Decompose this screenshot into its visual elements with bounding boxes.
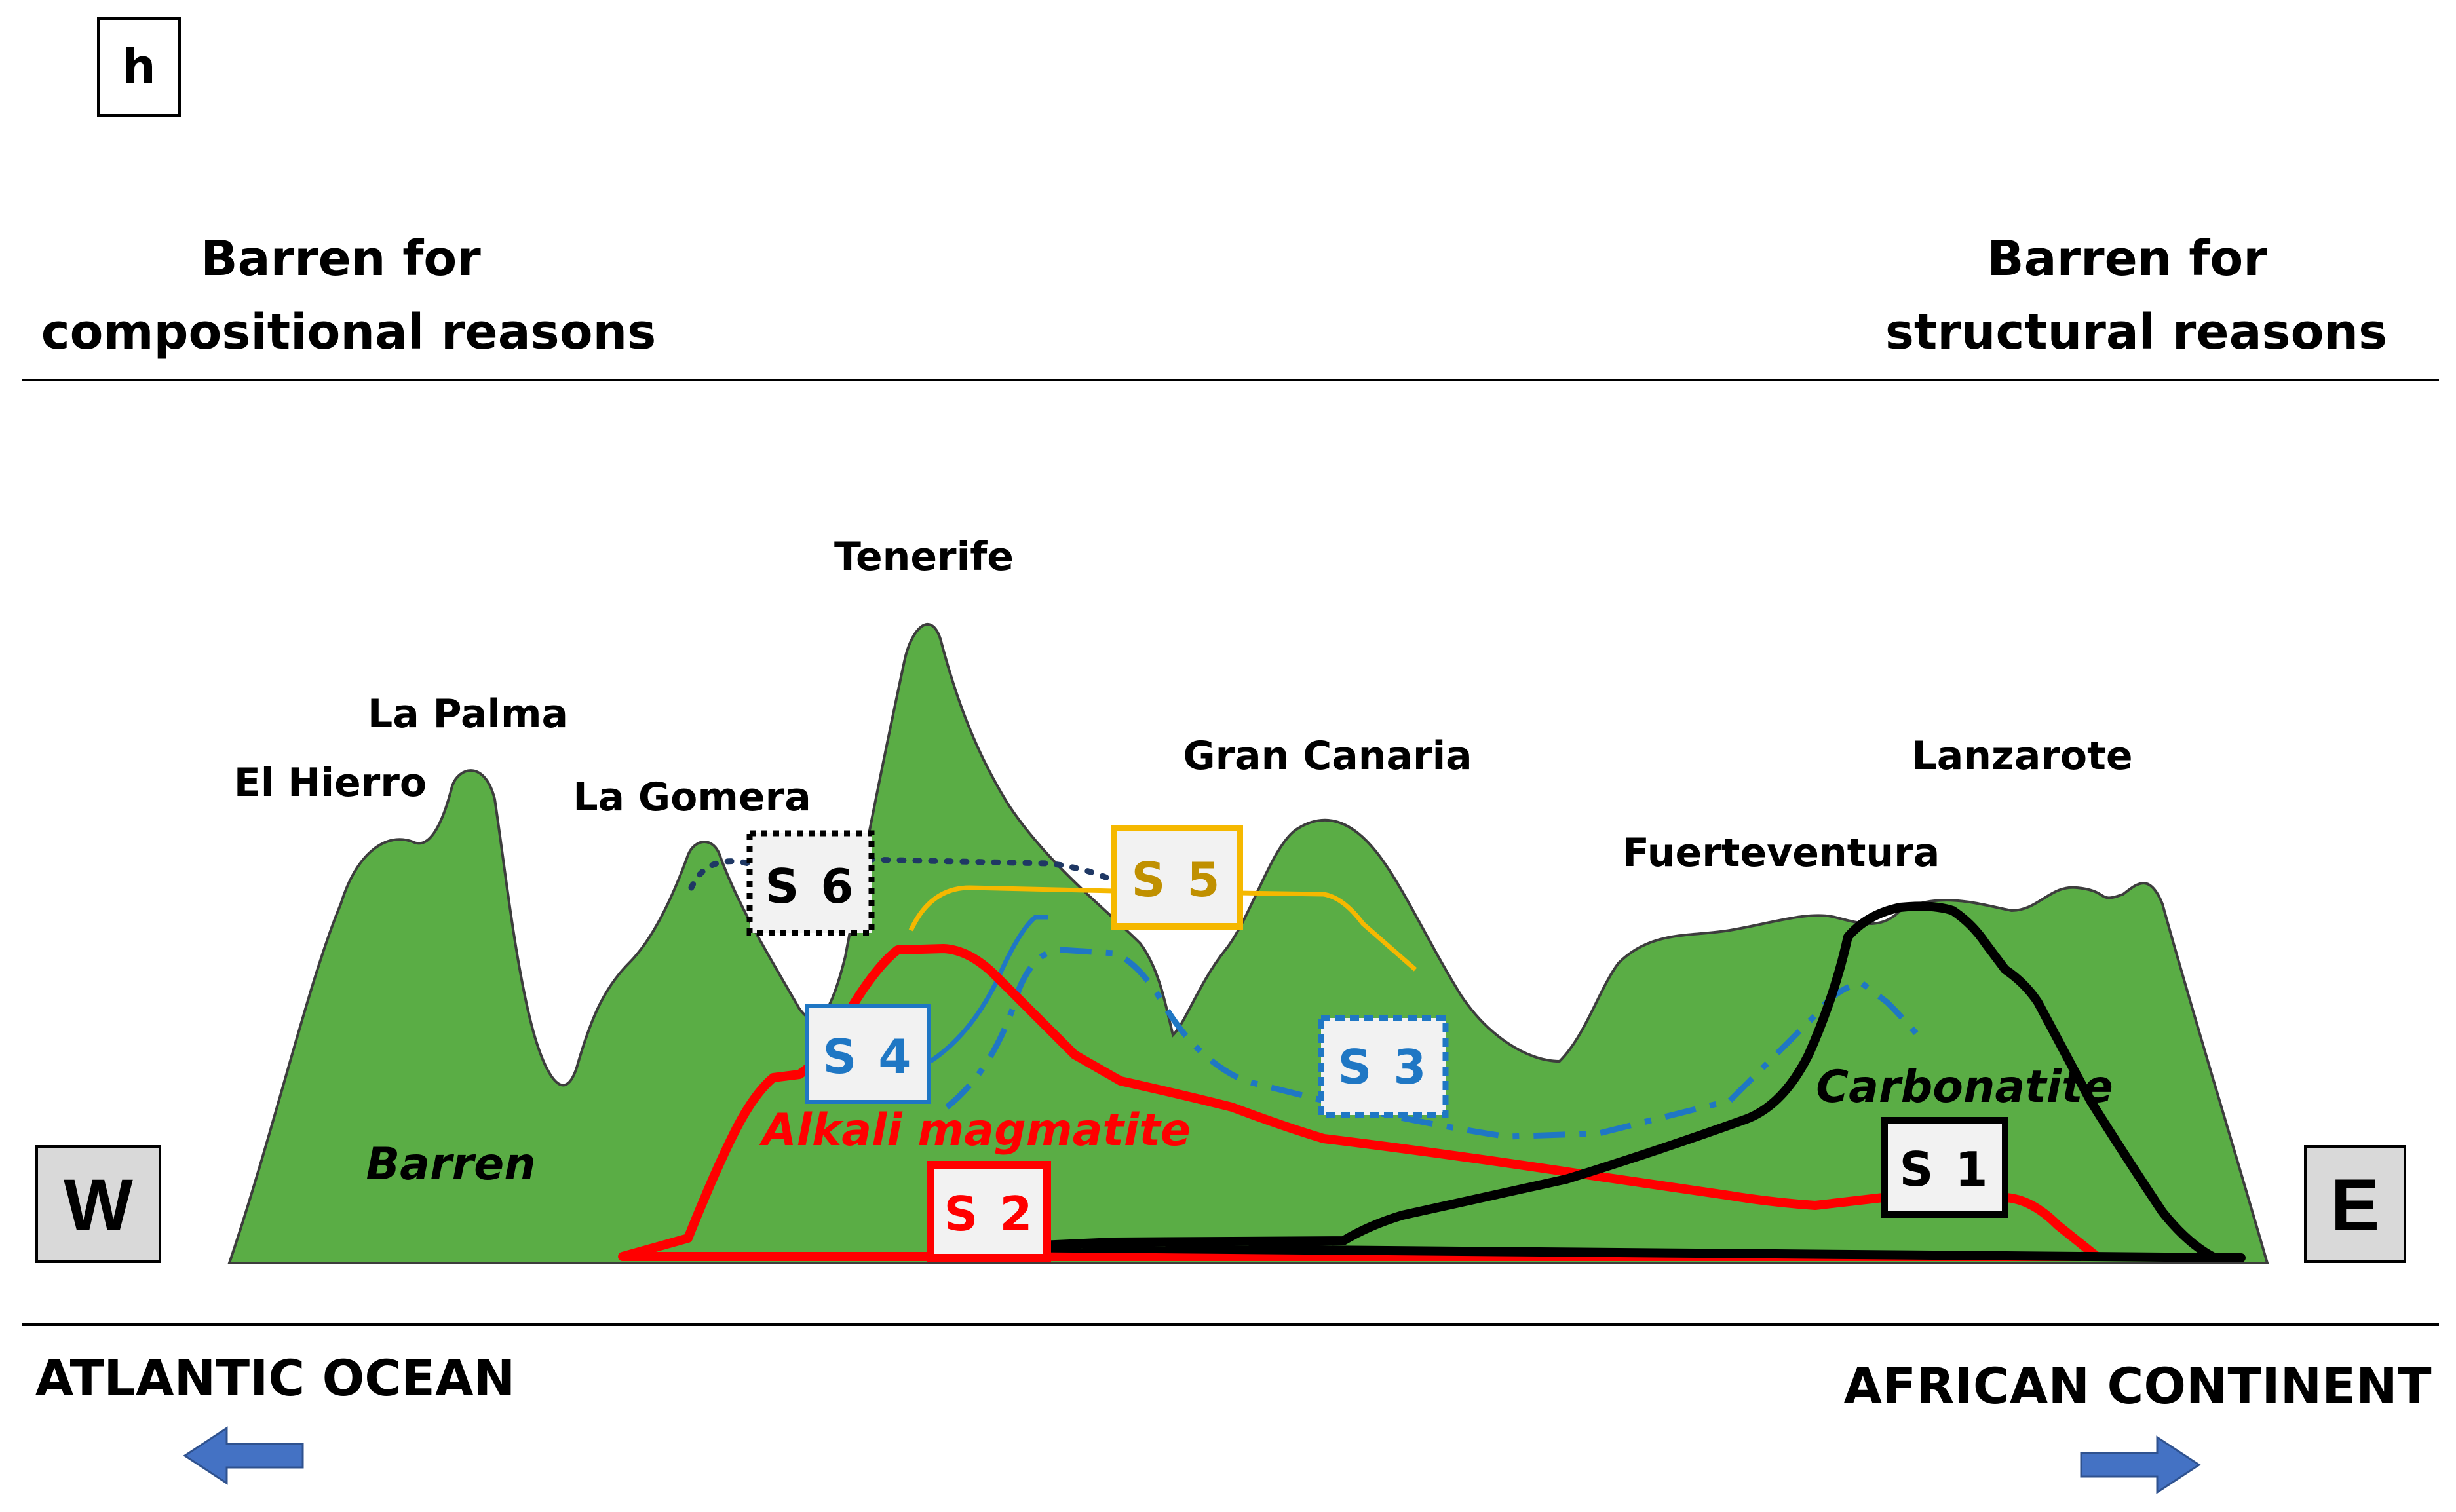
label-lanzarote: Lanzarote: [1911, 733, 2132, 779]
label-tenerife: Tenerife: [834, 534, 1014, 580]
s1-line: [991, 901, 2246, 1262]
label-el-hierro: El Hierro: [234, 760, 427, 806]
compass-west-label: W: [64, 1164, 133, 1246]
header-left-line2: compositional reasons: [41, 304, 657, 360]
label-barren: Barren: [366, 1139, 535, 1190]
arrow-left-icon: [183, 1426, 304, 1485]
header-right-line1: Barren for: [1987, 231, 2267, 287]
s6-box: S 6: [746, 830, 875, 936]
s2-line: [618, 944, 2101, 1261]
s1-box: S 1: [1881, 1117, 2008, 1218]
compass-east: E: [2304, 1145, 2406, 1263]
label-fuerteventura: Fuerteventura: [1622, 830, 1940, 876]
s5-label: S 5: [1131, 852, 1222, 907]
s4-box: S 4: [805, 1004, 931, 1104]
label-la-gomera: La Gomera: [573, 774, 811, 820]
direction-left-label: ATLANTIC OCEAN: [35, 1349, 516, 1407]
s1-label: S 1: [1899, 1142, 1990, 1197]
s6-label: S 6: [765, 859, 856, 914]
panel-label-text: h: [122, 39, 155, 94]
label-gran-canaria: Gran Canaria: [1183, 733, 1472, 779]
s5-box: S 5: [1111, 825, 1243, 930]
header-left-line1: Barren for: [201, 231, 481, 287]
direction-right-label: AFRICAN CONTINENT: [1843, 1357, 2431, 1415]
compass-east-label: E: [2331, 1164, 2380, 1246]
label-alkali-magmatite: Alkali magmatite: [759, 1105, 1191, 1156]
panel-label: h: [97, 17, 181, 117]
compass-west: W: [35, 1145, 161, 1263]
s2-box: S 2: [927, 1161, 1051, 1262]
s4-line: [929, 915, 1048, 1063]
s3-line: [945, 947, 1926, 1140]
s5-line: [908, 885, 1417, 972]
label-carbonatite: Carbonatite: [1816, 1061, 2113, 1113]
arrow-right-icon: [2080, 1435, 2201, 1494]
header-right-line2: structural reasons: [1885, 304, 2387, 360]
s3-label: S 3: [1337, 1040, 1429, 1095]
s3-box: S 3: [1318, 1015, 1449, 1118]
s4-label: S 4: [822, 1029, 913, 1084]
s2-label: S 2: [944, 1186, 1035, 1241]
label-la-palma: La Palma: [368, 691, 568, 737]
